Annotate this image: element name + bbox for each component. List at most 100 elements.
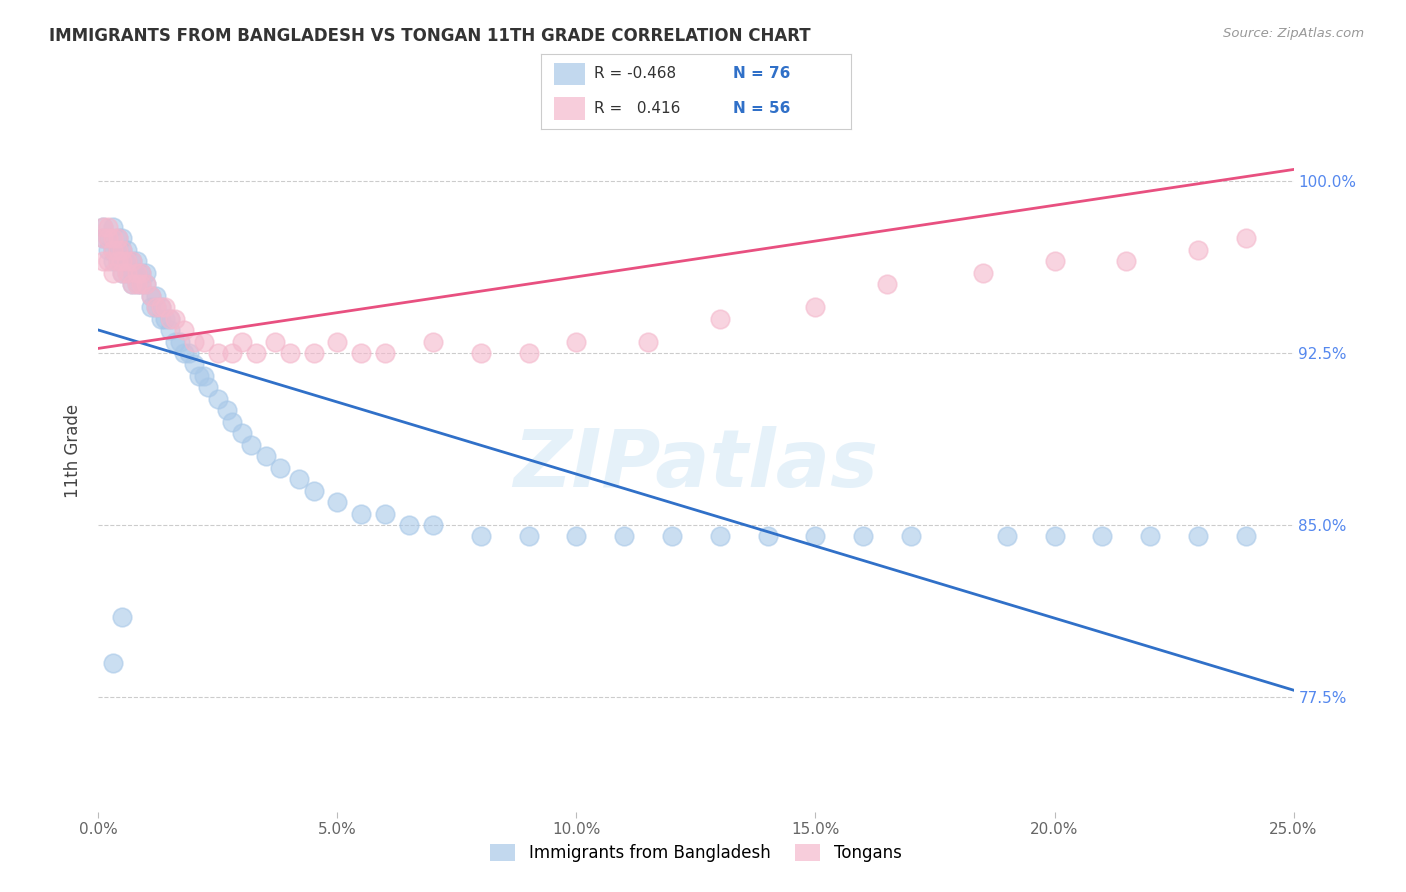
Point: [326, 334, 349, 349]
Point: [804, 300, 827, 314]
Point: [193, 334, 215, 349]
Point: [709, 529, 731, 543]
Point: [149, 311, 172, 326]
Point: [97, 231, 120, 245]
Point: [245, 346, 267, 360]
Point: [121, 277, 143, 292]
Point: [139, 288, 162, 302]
Point: [159, 311, 181, 326]
Point: [804, 529, 827, 543]
Point: [173, 323, 195, 337]
Point: [1043, 529, 1066, 543]
FancyBboxPatch shape: [554, 97, 585, 120]
Point: [163, 311, 186, 326]
Point: [125, 266, 148, 280]
Point: [163, 334, 186, 349]
Point: [1139, 529, 1161, 543]
Point: [374, 507, 396, 521]
Point: [145, 288, 167, 302]
Point: [207, 392, 229, 406]
Point: [91, 231, 114, 245]
Point: [221, 415, 243, 429]
Point: [97, 254, 120, 268]
Point: [115, 266, 138, 280]
Point: [131, 277, 153, 292]
Point: [756, 529, 779, 543]
Point: [193, 368, 215, 383]
Point: [183, 334, 205, 349]
Point: [121, 254, 143, 268]
Point: [173, 346, 195, 360]
Point: [131, 277, 153, 292]
Point: [115, 243, 138, 257]
Point: [269, 460, 291, 475]
Point: [169, 334, 191, 349]
Point: [288, 472, 311, 486]
Point: [135, 277, 157, 292]
Text: IMMIGRANTS FROM BANGLADESH VS TONGAN 11TH GRADE CORRELATION CHART: IMMIGRANTS FROM BANGLADESH VS TONGAN 11T…: [49, 27, 811, 45]
Point: [350, 346, 373, 360]
Point: [111, 243, 134, 257]
Point: [107, 243, 129, 257]
Point: [254, 449, 277, 463]
Point: [111, 266, 134, 280]
Point: [97, 219, 120, 234]
Point: [326, 495, 349, 509]
Point: [422, 518, 444, 533]
Point: [207, 346, 229, 360]
Point: [422, 334, 444, 349]
Point: [101, 254, 124, 268]
Point: [972, 266, 994, 280]
Point: [97, 231, 120, 245]
Point: [111, 609, 134, 624]
Point: [565, 334, 588, 349]
Point: [111, 266, 134, 280]
Point: [107, 231, 129, 245]
Text: R = -0.468: R = -0.468: [593, 67, 676, 81]
Point: [876, 277, 898, 292]
Point: [121, 277, 143, 292]
Point: [91, 231, 114, 245]
Point: [1234, 529, 1257, 543]
Point: [1187, 243, 1209, 257]
Point: [101, 656, 124, 670]
Point: [517, 529, 540, 543]
Point: [613, 529, 636, 543]
Point: [125, 277, 148, 292]
Point: [149, 300, 172, 314]
Point: [240, 438, 263, 452]
Point: [1234, 231, 1257, 245]
Point: [350, 507, 373, 521]
Point: [661, 529, 683, 543]
Point: [517, 346, 540, 360]
Point: [135, 266, 157, 280]
Point: [398, 518, 420, 533]
Point: [107, 254, 129, 268]
Point: [139, 300, 162, 314]
Point: [101, 266, 124, 280]
Text: Source: ZipAtlas.com: Source: ZipAtlas.com: [1223, 27, 1364, 40]
Point: [183, 358, 205, 372]
Point: [121, 254, 143, 268]
Point: [125, 266, 148, 280]
Point: [565, 529, 588, 543]
Point: [1043, 254, 1066, 268]
Point: [125, 254, 148, 268]
Point: [1187, 529, 1209, 543]
Point: [111, 243, 134, 257]
Point: [374, 346, 396, 360]
Point: [278, 346, 301, 360]
Point: [995, 529, 1018, 543]
Point: [91, 254, 114, 268]
Point: [107, 231, 129, 245]
Point: [637, 334, 659, 349]
FancyBboxPatch shape: [554, 62, 585, 86]
Point: [179, 346, 201, 360]
Point: [111, 254, 134, 268]
Point: [91, 219, 114, 234]
Point: [197, 380, 219, 394]
Point: [221, 346, 243, 360]
Point: [115, 254, 138, 268]
Legend: Immigrants from Bangladesh, Tongans: Immigrants from Bangladesh, Tongans: [484, 837, 908, 869]
Point: [217, 403, 239, 417]
